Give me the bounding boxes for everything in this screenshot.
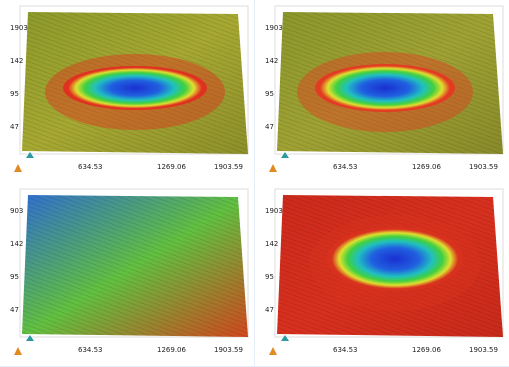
- crater: [327, 227, 463, 291]
- x-tick-label: 634.53: [78, 163, 103, 171]
- y-tick-label: 95: [265, 90, 274, 98]
- crater: [315, 64, 455, 112]
- x-tick-label: 1269.06: [412, 346, 441, 354]
- surface-texture: [22, 195, 248, 337]
- y-tick-label: 47: [265, 306, 274, 314]
- plot-frame: [19, 5, 249, 155]
- x-tick-label: 634.53: [78, 346, 103, 354]
- x-tick-label: 1903.59: [214, 163, 243, 171]
- y-tick-label: 1903: [265, 24, 283, 32]
- axis-icon: [26, 335, 34, 341]
- plot-frame: [274, 5, 504, 155]
- axis-icon: [269, 164, 277, 172]
- x-tick-label: 1269.06: [157, 346, 186, 354]
- axis-icon: [26, 152, 34, 158]
- y-tick-label: 142: [265, 240, 278, 248]
- y-tick-label: 95: [10, 90, 19, 98]
- crater: [63, 66, 207, 110]
- y-tick-label: 142: [10, 240, 23, 248]
- x-tick-label: 634.53: [333, 163, 358, 171]
- x-tick-label: 1903.59: [469, 163, 498, 171]
- x-tick-label: 1903.59: [469, 346, 498, 354]
- x-tick-label: 1269.06: [412, 163, 441, 171]
- x-tick-label: 1903.59: [214, 346, 243, 354]
- y-tick-label: 95: [10, 273, 19, 281]
- y-tick-label: 142: [265, 57, 278, 65]
- y-tick-label: 95: [265, 273, 274, 281]
- y-tick-label: 903: [10, 207, 23, 215]
- plot-frame: [274, 188, 504, 338]
- axis-icon: [14, 347, 22, 355]
- axis-icon: [281, 335, 289, 341]
- y-tick-label: 1903: [265, 207, 283, 215]
- y-tick-label: 47: [10, 123, 19, 131]
- y-tick-label: 47: [265, 123, 274, 131]
- y-tick-label: 47: [10, 306, 19, 314]
- y-tick-label: 142: [10, 57, 23, 65]
- axis-icon: [269, 347, 277, 355]
- axis-icon: [281, 152, 289, 158]
- plot-frame: [19, 188, 249, 338]
- x-tick-label: 634.53: [333, 346, 358, 354]
- axis-icon: [14, 164, 22, 172]
- x-tick-label: 1269.06: [157, 163, 186, 171]
- y-tick-label: 1903: [10, 24, 28, 32]
